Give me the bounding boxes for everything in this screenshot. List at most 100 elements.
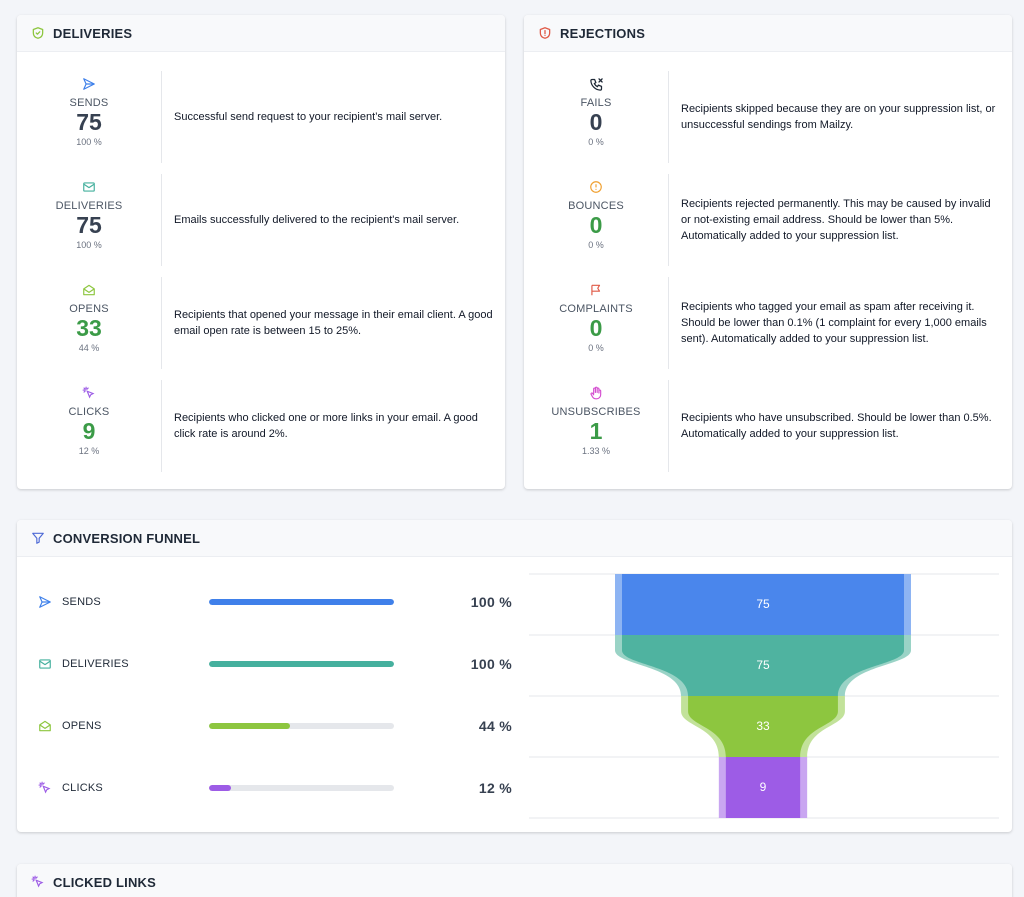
deliveries-card: DELIVERIES SENDS 75 100 % Successful sen… xyxy=(17,15,505,489)
stat-label: CLICKS xyxy=(68,406,110,418)
stat-row: SENDS 75 100 % Successful send request t… xyxy=(17,71,505,174)
funnel-stage-label: 9 xyxy=(760,780,767,794)
alert-circle-icon xyxy=(588,179,604,195)
filter-icon xyxy=(30,530,46,546)
click-icon xyxy=(37,780,53,796)
stat-description: Recipients skipped because they are on y… xyxy=(681,103,996,131)
progress-bar-fill xyxy=(209,599,394,605)
funnel-row-percent: 100 % xyxy=(470,656,512,672)
stat-description: Recipients who tagged your email as spam… xyxy=(681,301,987,345)
stat-row: OPENS 33 44 % Recipients that opened you… xyxy=(17,277,505,380)
progress-bar-fill xyxy=(209,661,394,667)
progress-bar xyxy=(209,723,394,729)
stat-label: SENDS xyxy=(69,97,109,109)
progress-bar xyxy=(209,599,394,605)
deliveries-title: DELIVERIES xyxy=(53,25,133,41)
funnel-stage-label: 75 xyxy=(756,597,770,611)
stat-metric: COMPLAINTS 0 0 % xyxy=(524,277,669,369)
stat-percent: 0 % xyxy=(588,343,604,353)
stat-row: FAILS 0 0 % Recipients skipped because t… xyxy=(524,71,1012,174)
funnel-stage xyxy=(622,574,904,635)
funnel-row-label: DELIVERIES xyxy=(62,658,129,670)
stat-row: BOUNCES 0 0 % Recipients rejected perman… xyxy=(524,174,1012,277)
stat-value: 33 xyxy=(76,315,102,341)
progress-bar xyxy=(209,661,394,667)
progress-bar xyxy=(209,785,394,791)
funnel-row: CLICKS 12 % xyxy=(37,778,517,798)
stat-percent: 100 % xyxy=(76,137,102,147)
rejections-title: REJECTIONS xyxy=(560,25,646,41)
progress-bar-fill xyxy=(209,785,232,791)
stat-value: 9 xyxy=(82,418,96,444)
funnel-row-label: CLICKS xyxy=(62,782,103,794)
funnel-row: OPENS 44 % xyxy=(37,716,517,736)
hand-icon xyxy=(588,385,604,401)
funnel-stage xyxy=(688,696,838,757)
funnel-row-percent: 44 % xyxy=(478,718,512,734)
rejections-card: REJECTIONS FAILS 0 0 % Recipients skippe… xyxy=(524,15,1012,489)
conversion-funnel-card: CONVERSION FUNNEL SENDS 100 % DELIVERIES… xyxy=(17,520,1012,832)
stat-metric: SENDS 75 100 % xyxy=(17,71,162,163)
mail-open-icon xyxy=(81,282,97,298)
funnel-stage xyxy=(622,635,904,696)
rejections-header: REJECTIONS xyxy=(524,15,1012,52)
funnel-stage-label: 33 xyxy=(756,719,770,733)
stat-metric: CLICKS 9 12 % xyxy=(17,380,162,472)
stat-row: COMPLAINTS 0 0 % Recipients who tagged y… xyxy=(524,277,1012,380)
mail-open-icon xyxy=(37,718,53,734)
stat-row: CLICKS 9 12 % Recipients who clicked one… xyxy=(17,380,505,483)
stat-label: UNSUBSCRIBES xyxy=(551,406,641,418)
click-icon xyxy=(81,385,97,401)
funnel-row-label: OPENS xyxy=(62,720,102,732)
phone-x-icon xyxy=(588,76,604,92)
stat-description: Recipients who clicked one or more links… xyxy=(174,412,478,440)
stat-row: DELIVERIES 75 100 % Emails successfully … xyxy=(17,174,505,277)
stat-metric: OPENS 33 44 % xyxy=(17,277,162,369)
progress-bar-fill xyxy=(209,723,291,729)
stat-value: 75 xyxy=(76,109,102,135)
stat-description: Recipients that opened your message in t… xyxy=(174,309,493,337)
stat-description: Recipients who have unsubscribed. Should… xyxy=(681,412,992,440)
stat-metric: BOUNCES 0 0 % xyxy=(524,174,669,266)
stat-description: Recipients rejected permanently. This ma… xyxy=(681,198,991,242)
stat-percent: 1.33 % xyxy=(581,446,611,456)
funnel-stage xyxy=(725,757,801,818)
conversion-funnel-header: CONVERSION FUNNEL xyxy=(17,520,1012,557)
stat-label: BOUNCES xyxy=(568,200,624,212)
click-icon xyxy=(30,874,46,890)
stat-label: OPENS xyxy=(69,303,109,315)
stat-percent: 12 % xyxy=(78,446,100,456)
stat-metric: DELIVERIES 75 100 % xyxy=(17,174,162,266)
send-icon xyxy=(37,594,53,610)
stat-value: 75 xyxy=(76,212,102,238)
stat-value: 1 xyxy=(589,418,603,444)
stat-value: 0 xyxy=(589,315,603,341)
mail-icon xyxy=(37,656,53,672)
funnel-stage-label: 75 xyxy=(756,658,770,672)
conversion-funnel-title: CONVERSION FUNNEL xyxy=(53,530,201,546)
stat-label: COMPLAINTS xyxy=(559,303,633,315)
funnel-row: SENDS 100 % xyxy=(37,592,517,612)
stat-description: Emails successfully delivered to the rec… xyxy=(174,214,460,226)
funnel-row-percent: 100 % xyxy=(470,594,512,610)
stat-percent: 44 % xyxy=(78,343,100,353)
stat-label: FAILS xyxy=(580,97,612,109)
funnel-row: DELIVERIES 100 % xyxy=(37,654,517,674)
stat-value: 0 xyxy=(589,212,603,238)
funnel-row-label: SENDS xyxy=(62,596,101,608)
stat-percent: 0 % xyxy=(588,137,604,147)
stat-value: 0 xyxy=(589,109,603,135)
stat-percent: 0 % xyxy=(588,240,604,250)
funnel-chart: 75 75 33 9 xyxy=(529,573,999,819)
stat-description: Successful send request to your recipien… xyxy=(174,111,443,123)
send-icon xyxy=(81,76,97,92)
stat-label: DELIVERIES xyxy=(55,200,123,212)
deliveries-header: DELIVERIES xyxy=(17,15,505,52)
stat-metric: FAILS 0 0 % xyxy=(524,71,669,163)
stat-row: UNSUBSCRIBES 1 1.33 % Recipients who hav… xyxy=(524,380,1012,483)
clicked-links-title: CLICKED LINKS xyxy=(53,874,156,890)
funnel-row-percent: 12 % xyxy=(478,780,512,796)
stat-percent: 100 % xyxy=(76,240,102,250)
stat-metric: UNSUBSCRIBES 1 1.33 % xyxy=(524,380,669,472)
mail-icon xyxy=(81,179,97,195)
